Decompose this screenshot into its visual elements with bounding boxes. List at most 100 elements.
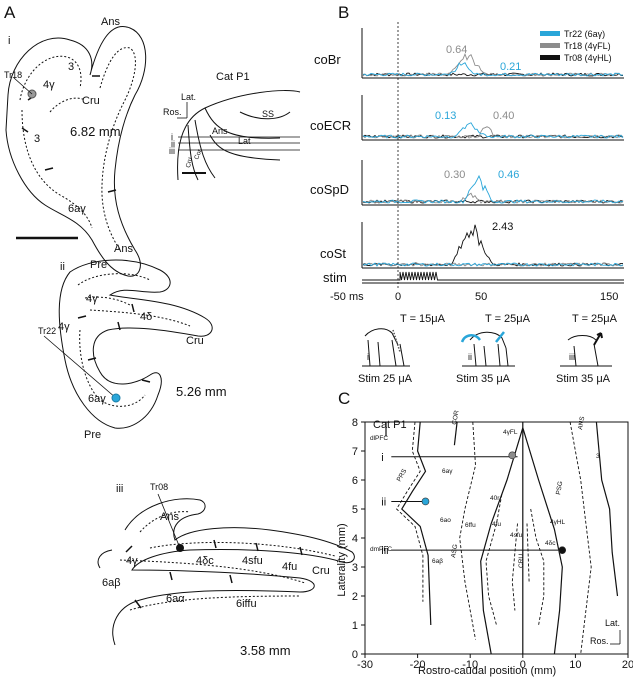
map-title: Cat P1 <box>373 419 407 431</box>
inset-level-iii: iii <box>169 146 175 156</box>
trace-line <box>362 122 624 139</box>
cost-value: 2.43 <box>492 221 513 233</box>
sulcus-contour <box>595 421 619 597</box>
region-6ffu: 6ffu <box>465 522 476 529</box>
b-xtick-50: 50 <box>475 291 487 303</box>
cat-iii-stim: Stim 35 μA <box>556 373 611 385</box>
site-tr08-dot <box>176 544 184 552</box>
map-xlabel: Rostro-caudal position (mm) <box>418 665 556 677</box>
cobr-value-cyan: 0.21 <box>500 61 521 73</box>
map-orient-ros: Ros. <box>590 636 609 646</box>
section-a-ii: ii Tr22 Ans 4γ 4δ Cru 4γ 6aγ Pre 5.26 mm <box>38 243 227 441</box>
region-4sfu: 4sfu <box>510 532 523 539</box>
x-tick-label: -20 <box>410 659 426 671</box>
x-tick-label: 20 <box>622 659 633 671</box>
trace-line <box>363 62 624 77</box>
threshold-ii: T = 25μA <box>485 313 531 325</box>
cat-iii-label: iii <box>569 352 575 362</box>
a-iii-area-4sfu: 4sfu <box>242 555 263 567</box>
trace-line <box>362 174 624 204</box>
site-tr22 <box>421 497 430 506</box>
inset-title: Cat P1 <box>216 71 250 83</box>
b-legend: Tr22 (6aγ) Tr18 (4γFL) Tr08 (4γHL) <box>540 29 612 63</box>
b-xtick-150: 150 <box>600 291 618 303</box>
a-ii-label: ii <box>60 261 65 273</box>
map-ylabel: Laterality (mm) <box>336 523 348 596</box>
region-6ab: 6aβ <box>432 558 443 565</box>
cat-ii-stim: Stim 35 μA <box>456 373 511 385</box>
cospd-value-grey: 0.30 <box>444 169 465 181</box>
a-iii-area-cru: Cru <box>312 565 330 577</box>
y-tick-label: 0 <box>352 649 358 661</box>
y-tick-label: 8 <box>352 417 358 429</box>
map-orient-lat: Lat. <box>605 618 620 628</box>
a-i-area-3a: 3 <box>68 61 74 73</box>
region-4fu: 4fu <box>492 521 501 528</box>
a-ii-area-6ag: 6aγ <box>88 393 106 405</box>
legend-tr08: Tr08 (4γHL) <box>564 53 612 63</box>
inset-level-ii: ii <box>171 139 175 149</box>
trace-label-cobr: coBr <box>314 52 341 67</box>
trace-label-stim: stim <box>323 270 347 285</box>
inset-ans: Ans <box>212 126 228 136</box>
a-iii-area-4g: 4γ <box>126 555 138 567</box>
legend-tr18: Tr18 (4γFL) <box>564 41 611 51</box>
cat-sketch-i <box>362 328 410 367</box>
sulcus-contour <box>453 421 458 446</box>
a-i-area-6ag: 6aγ <box>68 203 86 215</box>
y-tick-label: 7 <box>352 446 358 458</box>
a-ii-depth: 5.26 mm <box>176 384 227 399</box>
a-ii-area-4d: 4δ <box>140 311 152 323</box>
inset-lat: Lat. <box>181 92 196 102</box>
a-i-label: i <box>8 35 10 47</box>
a-ii-track: Tr22 <box>38 326 56 336</box>
inset-ss: SS <box>262 109 274 119</box>
a-i-area-3b: 3 <box>34 133 40 145</box>
sulcus-contour <box>401 421 432 626</box>
sulcus-contour <box>485 494 503 626</box>
y-tick-label: 6 <box>352 475 358 487</box>
a-ii-area-4g-a: 4γ <box>86 293 98 305</box>
b-xtick-0: 0 <box>395 291 401 303</box>
movement-arrow-cyan <box>460 334 482 343</box>
region-4gfl: 4γFL <box>503 429 518 436</box>
region-40r: 40r <box>490 495 500 502</box>
trace-line <box>362 192 624 204</box>
inset-lat-sulcus: Lat <box>238 136 251 146</box>
region-4dc: 4δc <box>545 540 556 547</box>
a-iii-depth: 3.58 mm <box>240 643 291 658</box>
level-label-i: i <box>381 452 383 464</box>
x-tick-label: -30 <box>357 659 373 671</box>
sulcus-contour <box>511 523 518 611</box>
panel-c-label: C <box>338 389 350 408</box>
x-tick-label: -10 <box>462 659 478 671</box>
a-i-track: Tr18 <box>4 70 22 80</box>
inset-cru: Cru <box>185 156 194 168</box>
movement-arrow-black <box>593 332 603 346</box>
legend-swatch-tr08 <box>540 55 560 60</box>
region-ans: ANS <box>577 415 586 430</box>
cat-i-stim: Stim 25 μA <box>358 373 413 385</box>
a-ii-area-cru: Cru <box>186 335 204 347</box>
y-tick-label: 5 <box>352 504 358 516</box>
panel-b-label: B <box>338 3 349 22</box>
region-6ag: 6aγ <box>442 468 453 475</box>
a-iii-area-4fu: 4fu <box>282 561 297 573</box>
threshold-i: T = 15μA <box>400 313 446 325</box>
y-tick-label: 1 <box>352 620 358 632</box>
trace-label-cospd: coSpD <box>310 182 349 197</box>
inset-ros: Ros. <box>163 107 182 117</box>
a-ii-area-ans: Ans <box>114 243 133 255</box>
y-tick-label: 2 <box>352 591 358 603</box>
region-3: 3 <box>596 453 600 460</box>
coecr-value-cyan: 0.13 <box>435 110 456 122</box>
b-xtick-neg50: -50 ms <box>330 291 364 303</box>
coecr-value-grey: 0.40 <box>493 110 514 122</box>
a-i-area-4g: 4γ <box>43 79 55 91</box>
inset-cor: Cor <box>193 148 203 161</box>
region-asg: ASG <box>450 544 459 559</box>
sulcus-contour <box>480 427 524 655</box>
panel-a-label: A <box>4 3 16 22</box>
